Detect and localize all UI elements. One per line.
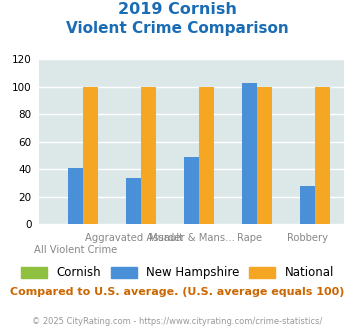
Text: Murder & Mans...: Murder & Mans... [149,233,235,243]
Bar [68,168,83,224]
Bar [141,87,156,224]
Bar [126,178,141,224]
Text: Rape: Rape [237,233,262,243]
Bar [315,87,331,224]
Text: © 2025 CityRating.com - https://www.cityrating.com/crime-statistics/: © 2025 CityRating.com - https://www.city… [32,317,323,326]
Bar [184,157,199,224]
Text: Compared to U.S. average. (U.S. average equals 100): Compared to U.S. average. (U.S. average … [10,287,345,297]
Bar [257,87,272,224]
Legend: Cornish, New Hampshire, National: Cornish, New Hampshire, National [17,262,338,284]
Bar [199,87,214,224]
Bar [83,87,98,224]
Text: Aggravated Assault: Aggravated Assault [84,233,182,243]
Bar [242,83,257,224]
Text: 2019 Cornish: 2019 Cornish [118,2,237,16]
Text: Robbery: Robbery [287,233,328,243]
Text: All Violent Crime: All Violent Crime [34,245,117,255]
Text: Violent Crime Comparison: Violent Crime Comparison [66,21,289,36]
Bar [300,186,315,224]
